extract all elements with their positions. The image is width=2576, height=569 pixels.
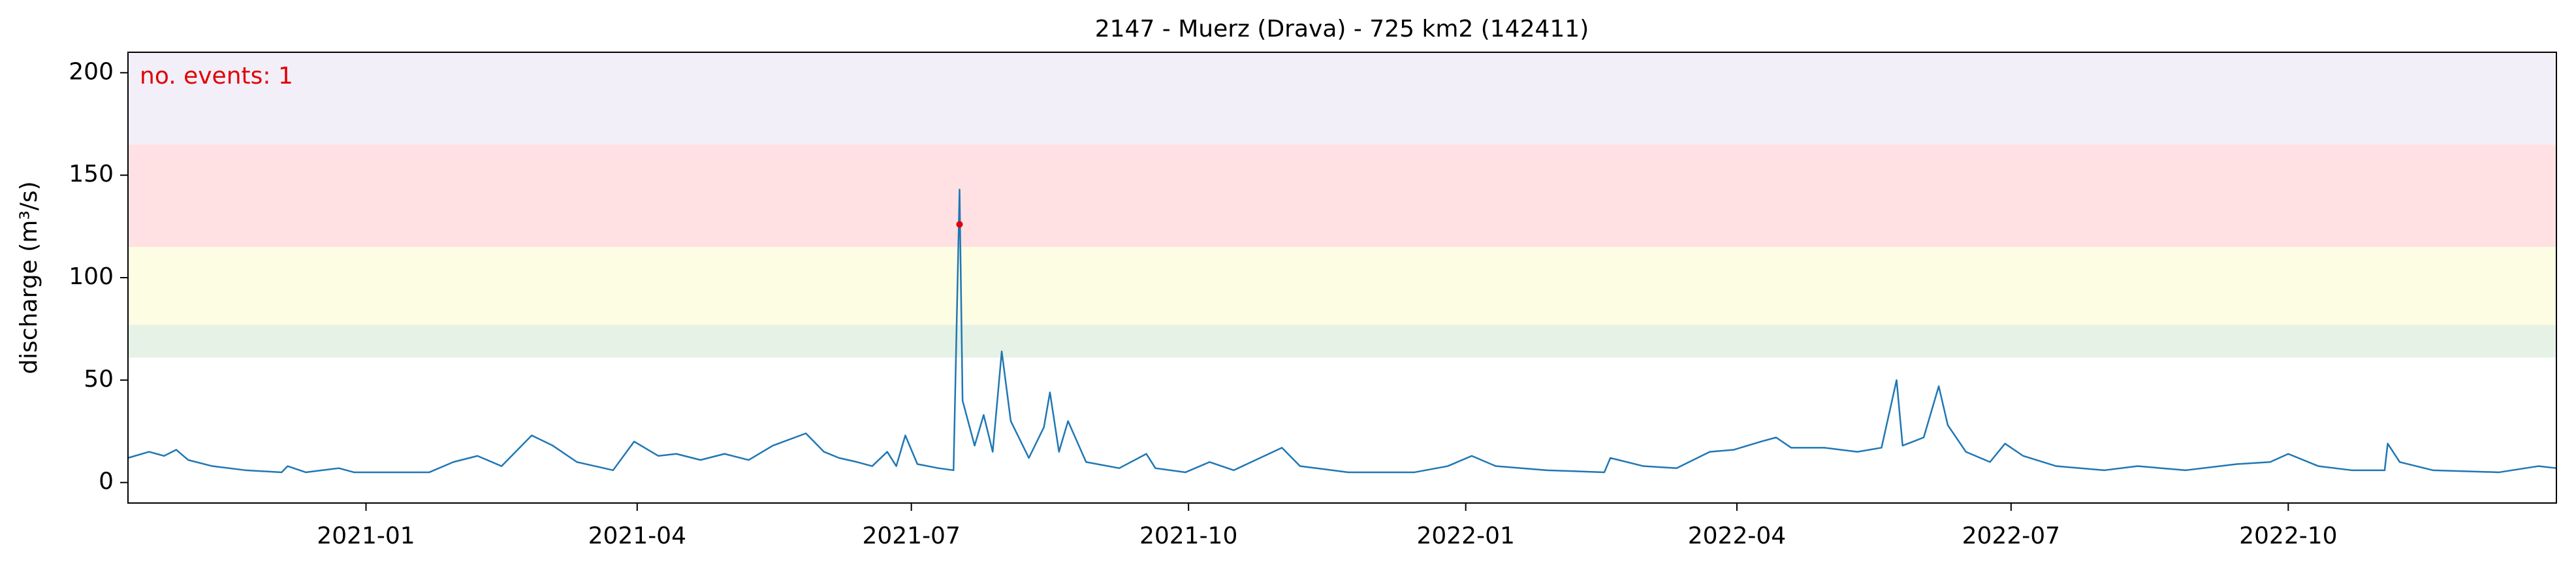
x-tick-label: 2022-10	[2239, 523, 2337, 549]
x-tick-label: 2022-07	[1962, 523, 2060, 549]
threshold-band	[128, 246, 2556, 325]
y-axis-label: discharge (m³/s)	[16, 181, 42, 374]
y-tick-label: 0	[99, 468, 114, 495]
y-tick-label: 150	[69, 161, 114, 187]
y-tick-label: 50	[84, 366, 114, 393]
plot-frame	[127, 52, 2557, 504]
x-tick-label: 2022-01	[1416, 523, 1514, 549]
discharge-line	[127, 188, 2557, 474]
x-tick-label: 2021-04	[588, 523, 686, 549]
x-tick-label: 2021-07	[862, 523, 960, 549]
threshold-band	[128, 325, 2556, 358]
y-tick-label: 200	[69, 58, 114, 85]
x-tick-label: 2021-01	[317, 523, 415, 549]
events-annotation: no. events: 1	[140, 63, 293, 89]
y-tick-label: 100	[69, 263, 114, 290]
x-tick-label: 2022-04	[1688, 523, 1786, 549]
event-marker	[956, 221, 963, 228]
chart-title: 2147 - Muerz (Drava) - 725 km2 (142411)	[1095, 16, 1589, 42]
threshold-band	[128, 52, 2556, 145]
threshold-band	[128, 144, 2556, 247]
x-tick-label: 2021-10	[1139, 523, 1237, 549]
